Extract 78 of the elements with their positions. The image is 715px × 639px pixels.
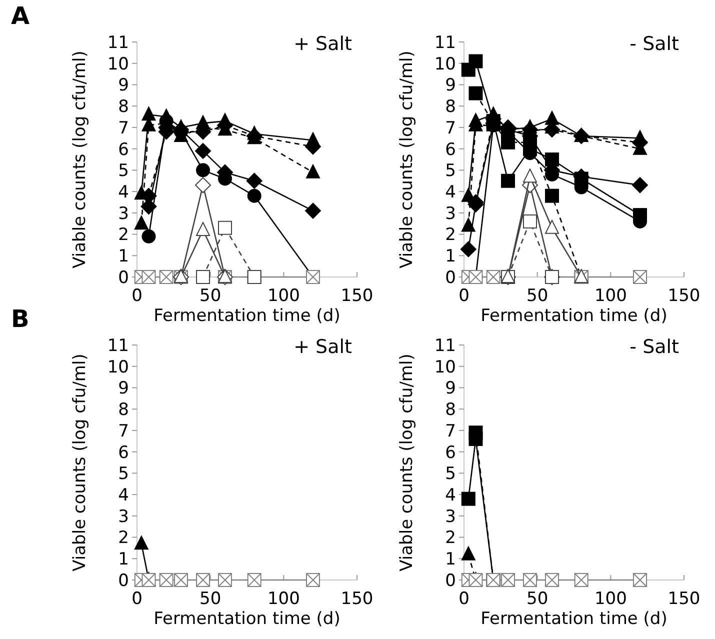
y-tick-label: 4 (118, 182, 129, 202)
y-tick-label: 3 (118, 506, 129, 527)
y-tick-label: 3 (445, 506, 456, 527)
x-axis-title: Fermentation time (d) (480, 306, 668, 326)
chart-title: - Salt (630, 336, 679, 358)
y-tick-label: 7 (118, 421, 129, 442)
y-tick-label: 11 (434, 336, 456, 356)
x-axis-title: Fermentation time (d) (154, 306, 340, 326)
y-tick-label: 6 (445, 140, 456, 160)
y-tick-label: 1 (445, 550, 456, 570)
x-tick-label: 50 (526, 286, 548, 306)
x-tick-label: 50 (526, 589, 548, 609)
text: B (11, 305, 30, 333)
y-tick-label: 5 (445, 464, 456, 484)
x-tick-label: 0 (458, 286, 470, 306)
y-tick-label: 8 (118, 97, 129, 118)
x-tick-label: 100 (267, 589, 300, 609)
x-tick-label: 100 (594, 589, 627, 609)
y-tick-label: 9 (118, 76, 129, 96)
y-tick-label: 11 (434, 32, 456, 53)
y-tick-label: 0 (118, 570, 129, 591)
y-tick-label: 4 (118, 485, 129, 506)
x-tick-label: 150 (340, 286, 374, 306)
y-tick-label: 5 (118, 464, 129, 484)
y-tick-label: 7 (445, 118, 456, 138)
y-tick-label: 7 (445, 421, 456, 442)
y-tick-label: 6 (118, 442, 129, 463)
x-axis-title: Fermentation time (d) (154, 609, 340, 629)
y-axis-title: Viable counts (log cfu/ml) (397, 50, 417, 268)
y-tick-label: 10 (434, 54, 456, 74)
y-axis-title: Viable counts (log cfu/ml) (70, 50, 90, 268)
x-tick-label: 150 (668, 589, 700, 609)
y-tick-label: 1 (118, 246, 129, 267)
x-tick-label: 0 (132, 589, 142, 609)
x-tick-label: 150 (340, 589, 374, 609)
x-tick-label: 100 (594, 286, 627, 306)
text: A (11, 2, 30, 30)
y-tick-label: 9 (118, 378, 129, 399)
x-axis-title: Fermentation time (d) (480, 609, 668, 629)
y-tick-label: 8 (445, 400, 456, 420)
y-tick-label: 5 (118, 161, 129, 182)
y-tick-label: 2 (445, 528, 456, 548)
y-tick-label: 6 (118, 140, 129, 160)
y-tick-label: 9 (445, 76, 456, 96)
y-tick-label: 2 (118, 225, 129, 246)
y-tick-label: 3 (445, 204, 456, 224)
y-tick-label: 0 (445, 570, 456, 591)
x-tick-label: 50 (200, 286, 222, 306)
x-tick-label: 0 (132, 286, 142, 306)
x-tick-label: 0 (458, 589, 470, 609)
y-tick-label: 3 (118, 204, 129, 224)
y-tick-label: 0 (118, 268, 129, 288)
y-tick-label: 1 (445, 246, 456, 267)
chart-title: + Salt (294, 33, 352, 55)
y-tick-label: 4 (445, 182, 456, 202)
x-tick-label: 100 (267, 286, 300, 306)
y-tick-label: 10 (107, 357, 129, 378)
y-tick-label: 11 (107, 32, 129, 53)
y-tick-label: 1 (118, 550, 129, 570)
y-axis-title: Viable counts (log cfu/ml) (397, 354, 417, 572)
y-tick-label: 11 (107, 336, 129, 356)
y-tick-label: 7 (118, 118, 129, 138)
y-tick-label: 6 (445, 442, 456, 463)
x-tick-label: 150 (668, 286, 700, 306)
y-tick-label: 4 (445, 485, 456, 506)
y-tick-label: 8 (445, 97, 456, 118)
y-axis-title: Viable counts (log cfu/ml) (70, 354, 90, 572)
y-tick-label: 9 (445, 378, 456, 399)
y-tick-label: 2 (445, 225, 456, 246)
chart-title: + Salt (294, 336, 352, 358)
y-tick-label: 2 (118, 528, 129, 548)
y-tick-label: 10 (107, 54, 129, 74)
y-tick-label: 5 (445, 161, 456, 182)
y-tick-label: 8 (118, 400, 129, 420)
x-tick-label: 50 (200, 589, 222, 609)
y-tick-label: 10 (434, 357, 456, 378)
y-tick-label: 0 (445, 268, 456, 288)
chart-title: - Salt (630, 33, 679, 55)
